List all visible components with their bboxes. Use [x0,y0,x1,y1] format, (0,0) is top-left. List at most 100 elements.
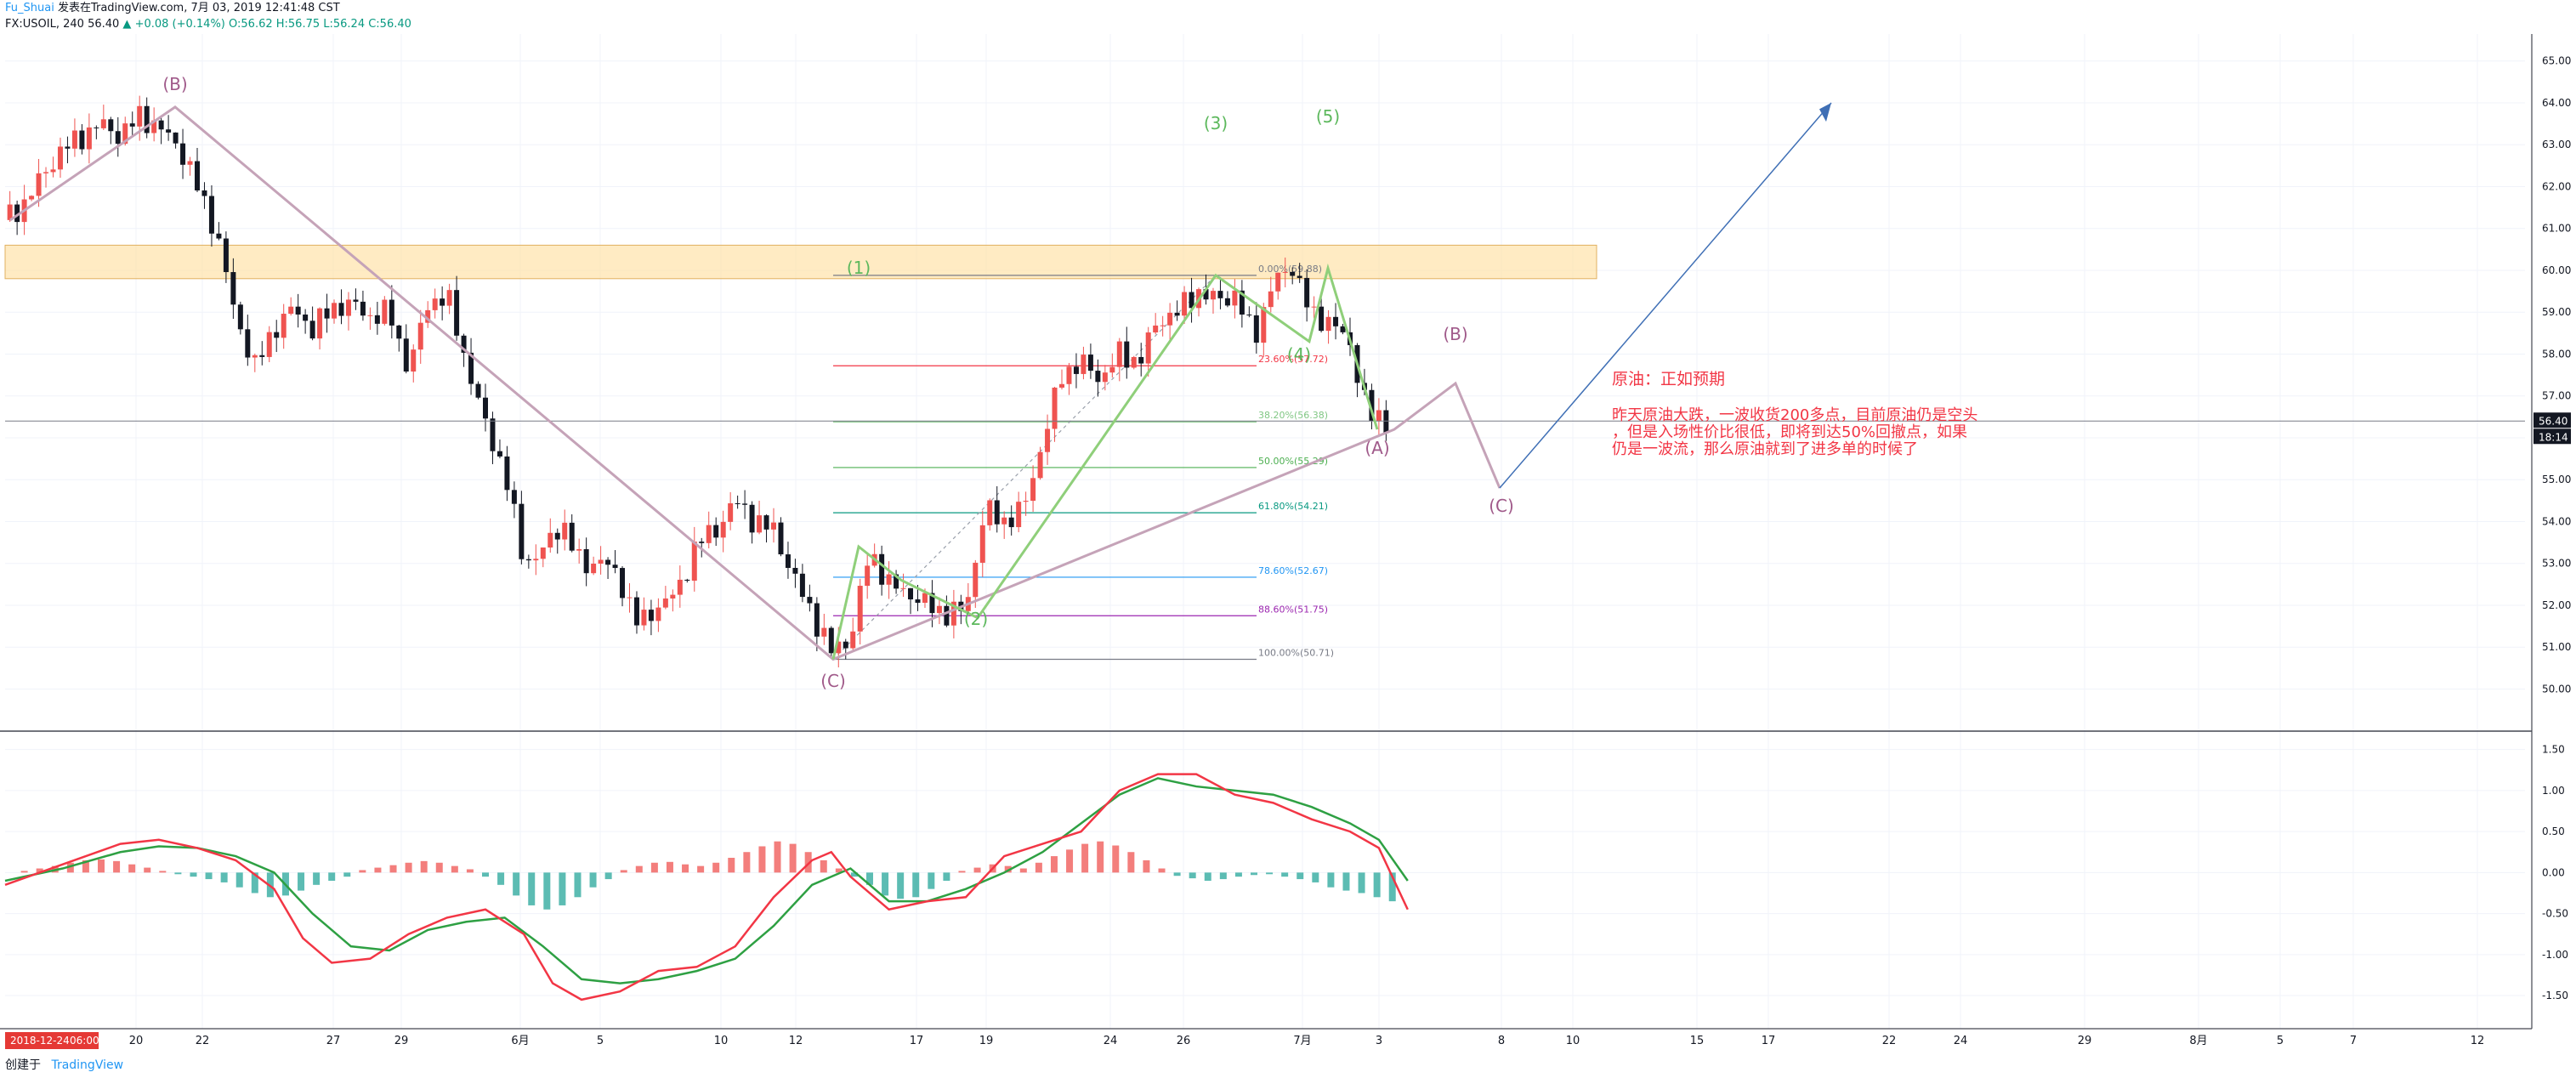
candle-body [519,503,525,559]
macd-histogram-bar [789,843,797,873]
wave-label: (2) [964,609,988,629]
macd-histogram-bar [820,860,827,873]
symbol-header: FX:USOIL, 240 56.40 ▲ +0.08 (+0.14%) O:5… [5,18,411,31]
macd-histogram-bar [574,872,582,898]
time-tick-label: 5 [597,1035,604,1047]
candle-body [274,332,280,338]
fib-trend-line [832,275,1217,660]
candle-body [295,306,301,315]
candle-body [266,332,272,357]
candle-body [720,521,726,538]
fib-level-label: 0.00%(59.88) [1258,264,1322,275]
candle-body [807,597,813,604]
time-tick-label: 17 [1762,1035,1776,1047]
macd-histogram-bar [1004,865,1012,873]
candle-body [620,568,626,599]
candle-body [208,196,214,234]
macd-histogram-bar [589,872,597,888]
macd-histogram-bar [835,868,843,873]
time-tick-label: 24 [1104,1035,1118,1047]
candle-body [1087,355,1093,372]
macd-histogram-bar [466,869,474,873]
candle-body [821,627,827,637]
impulse-wave-line [831,263,1379,660]
candle-body [1066,366,1072,384]
candle-body [411,349,417,372]
candle-body [1174,312,1180,316]
fibonacci-retracement[interactable]: 0.00%(59.88)23.60%(57.72)38.20%(56.38)50… [832,264,1334,661]
price-tick-label: 51.00 [2542,641,2571,653]
fib-level-label: 78.60%(52.67) [1258,565,1328,576]
macd-tick-label: 0.50 [2542,826,2565,837]
candle-body [1319,306,1325,332]
annotation-text: 原油：正如预期昨天原油大跌，一波收货200多点，目前原油仍是空头，但是入场性价比… [1612,370,1977,458]
macd-histogram-bar [1266,872,1274,875]
candle-body [1016,502,1022,528]
candle-body [1376,410,1382,422]
candle-body [655,607,661,621]
start-date-badge [5,1032,99,1049]
tradingview-logo[interactable]: TradingView [51,1058,124,1072]
candle-body [994,500,1000,525]
macd-histogram-bar [973,867,981,873]
candle-body [1290,271,1296,276]
candle-body [757,515,763,533]
macd-tick-label: -0.50 [2542,908,2568,920]
candle-body [1253,315,1259,343]
up-arrow-icon: ▲ [122,18,132,31]
author-link[interactable]: Fu_Shuai [5,2,54,14]
macd-histogram-bar [1189,872,1196,879]
candle-body [1037,451,1043,479]
time-tick-label: 5 [2277,1035,2284,1047]
candle-body [195,161,200,190]
macd-histogram-bar [1019,868,1027,873]
time-tick-label: 7 [2350,1035,2357,1047]
resistance-zone[interactable] [4,244,1597,280]
macd-histogram-bar [604,872,612,880]
candle-body [440,298,445,306]
chart-canvas[interactable]: 0.00%(59.88)23.60%(57.72)38.20%(56.38)50… [0,34,2576,1054]
wave-drawings[interactable] [9,102,1832,661]
macd-histogram-bar [559,872,566,905]
candle-body [886,574,892,585]
projection-arrowhead [1819,102,1831,122]
macd-histogram-bar [635,865,643,873]
countdown-badge [2533,428,2571,445]
price-tick-label: 59.00 [2542,306,2571,318]
candle-body [382,299,388,324]
start-time-label: 06:00 [70,1035,99,1047]
bearish-wave-line [9,105,1501,661]
last-price-badge-label: 56.40 [2539,415,2567,427]
macd-histogram-bar [1358,872,1365,894]
candle-body [71,130,77,149]
macd-tick-label: -1.50 [2542,990,2568,1001]
candle-body [504,456,510,491]
macd-histogram-bar [1112,845,1120,873]
projection-arrow [1499,102,1832,489]
candle-body [1023,501,1029,502]
fib-level-label: 88.60%(51.75) [1258,604,1328,615]
candle-body [14,204,20,223]
candle-body [548,532,553,548]
candlestick-series [5,95,2525,668]
price-tick-label: 58.00 [2542,348,2571,360]
macd-histogram-bar [897,872,905,899]
macd-histogram-bar [1327,872,1335,888]
macd-histogram-bar [159,871,167,873]
macd-histogram-bar [1066,849,1074,873]
macd-histogram-bar [128,864,136,873]
candle-body [1145,332,1151,364]
macd-histogram-bar [1388,872,1396,902]
candle-body [1369,389,1375,422]
candle-body [1138,356,1144,364]
macd-histogram-bar [650,862,658,873]
symbol-label[interactable]: FX:USOIL, 240 [5,18,84,31]
axes: 65.00 64.00 63.00 62.00 61.00 60.00 59.00 58.00… [0,34,2571,1049]
candle-body [1131,356,1137,368]
macd-histogram-bar [205,872,213,880]
candle-body [353,299,359,302]
candle-body [237,304,243,330]
candle-body [367,315,373,316]
start-date-label: 2018-12-24 [10,1035,70,1047]
candle-body [432,298,438,310]
